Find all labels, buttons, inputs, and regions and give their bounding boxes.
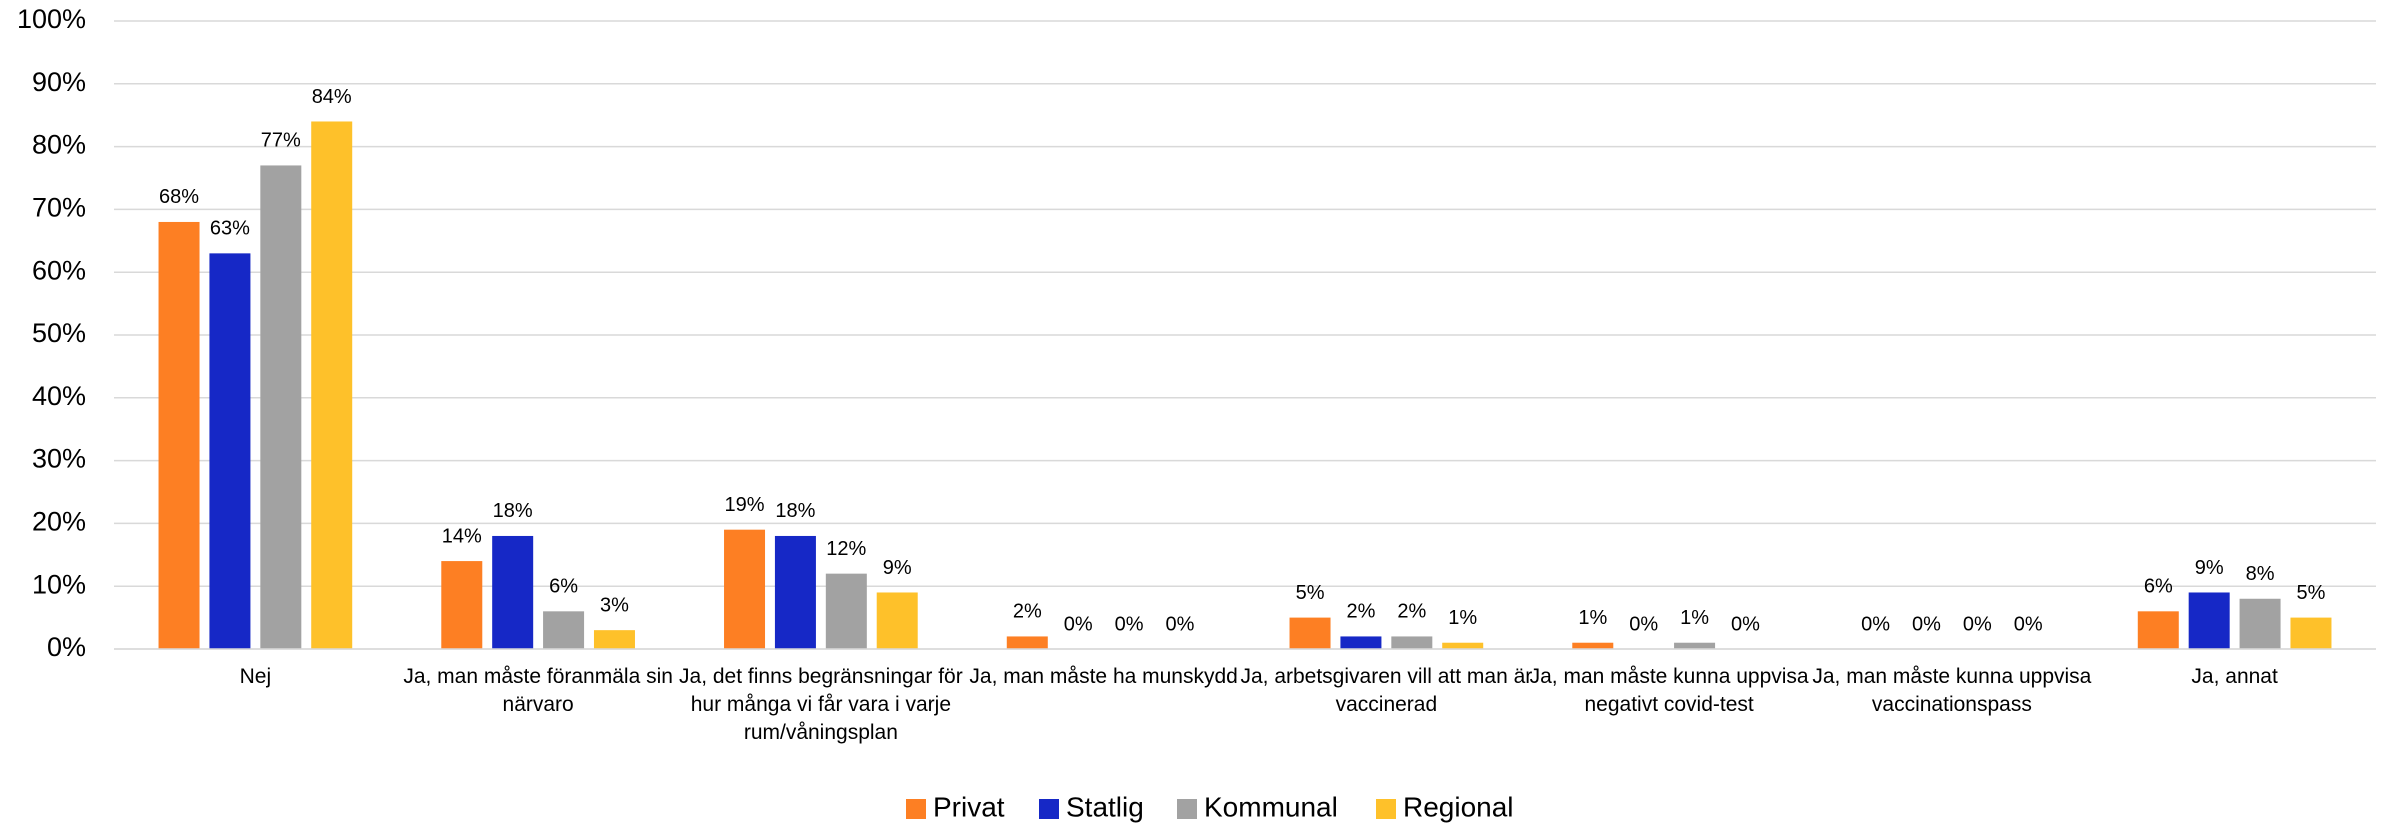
legend-label: Regional xyxy=(1403,791,1514,822)
value-label: 0% xyxy=(1861,613,1890,635)
y-tick-label: 40% xyxy=(32,381,86,411)
y-tick-label: 90% xyxy=(32,67,86,97)
bar xyxy=(2188,592,2230,649)
bar xyxy=(1340,636,1382,649)
value-label: 9% xyxy=(2195,557,2224,579)
legend-label: Statlig xyxy=(1066,791,1144,822)
bar xyxy=(2290,617,2332,649)
x-tick-label: Nej xyxy=(239,665,272,688)
value-label: 1% xyxy=(1578,607,1607,629)
value-label: 84% xyxy=(312,86,352,108)
value-label: 14% xyxy=(442,525,482,547)
legend-swatch xyxy=(906,799,926,819)
bar xyxy=(724,529,766,649)
value-label: 19% xyxy=(725,494,765,516)
legend-label: Privat xyxy=(933,791,1005,822)
bar xyxy=(1006,636,1048,649)
y-tick-label: 80% xyxy=(32,130,86,160)
bar xyxy=(774,535,816,649)
value-label: 1% xyxy=(1448,607,1477,629)
value-label: 63% xyxy=(210,218,250,240)
y-tick-label: 100% xyxy=(17,4,86,34)
bar xyxy=(1674,642,1716,649)
bar xyxy=(876,592,918,649)
bar xyxy=(2137,611,2179,649)
value-label: 6% xyxy=(549,576,578,598)
bar xyxy=(1572,642,1614,649)
bar xyxy=(209,253,251,650)
bar xyxy=(2239,598,2281,649)
x-tick-label: Ja, arbetsgivaren vill att man är vaccin… xyxy=(1240,665,1533,716)
value-label: 18% xyxy=(493,500,533,522)
value-label: 0% xyxy=(1963,613,1992,635)
value-label: 0% xyxy=(2014,613,2043,635)
value-label: 0% xyxy=(1115,613,1144,635)
bar xyxy=(1289,617,1331,649)
value-label: 0% xyxy=(1166,613,1195,635)
value-label: 12% xyxy=(826,538,866,560)
y-tick-label: 50% xyxy=(32,318,86,348)
bar xyxy=(1391,636,1433,649)
value-label: 18% xyxy=(775,500,815,522)
value-label: 0% xyxy=(1629,613,1658,635)
bar xyxy=(311,121,353,650)
y-tick-label: 20% xyxy=(32,507,86,537)
legend-swatch xyxy=(1039,799,1059,819)
bar xyxy=(1442,642,1484,649)
value-label: 2% xyxy=(1346,601,1375,623)
bar xyxy=(260,165,302,649)
legend-swatch xyxy=(1376,799,1396,819)
legend-swatch xyxy=(1177,799,1197,819)
value-label: 3% xyxy=(600,594,629,616)
value-label: 68% xyxy=(159,186,199,208)
bar xyxy=(593,630,635,649)
x-tick-label: Ja, man måste föranmäla sin närvaro xyxy=(403,665,673,716)
value-label: 0% xyxy=(1912,613,1941,635)
value-label: 2% xyxy=(1397,601,1426,623)
x-tick-label: Ja, man måste ha munskydd xyxy=(969,665,1238,688)
value-label: 5% xyxy=(2297,582,2326,604)
value-label: 0% xyxy=(1731,613,1760,635)
y-tick-label: 70% xyxy=(32,193,86,223)
y-tick-label: 30% xyxy=(32,444,86,474)
x-tick-label: Ja, man måste kunna uppvisa negativt cov… xyxy=(1529,665,1809,716)
value-label: 2% xyxy=(1013,601,1042,623)
bar xyxy=(492,535,534,649)
y-tick-label: 60% xyxy=(32,255,86,285)
x-tick-label: Ja, man måste kunna uppvisa vaccinations… xyxy=(1812,665,2092,716)
value-label: 9% xyxy=(883,557,912,579)
value-label: 1% xyxy=(1680,607,1709,629)
value-label: 0% xyxy=(1064,613,1093,635)
value-label: 8% xyxy=(2246,563,2275,585)
bar xyxy=(543,611,585,649)
y-tick-label: 10% xyxy=(32,569,86,599)
value-label: 6% xyxy=(2144,576,2173,598)
bar xyxy=(825,573,867,649)
x-tick-label: Ja, det finns begränsningar för hur mång… xyxy=(679,665,963,744)
y-tick-label: 0% xyxy=(47,632,86,662)
bar xyxy=(441,561,483,649)
bar xyxy=(158,221,200,649)
legend-label: Kommunal xyxy=(1204,791,1338,822)
value-label: 77% xyxy=(261,130,301,152)
value-label: 5% xyxy=(1296,582,1325,604)
x-tick-label: Ja, annat xyxy=(2191,665,2278,688)
